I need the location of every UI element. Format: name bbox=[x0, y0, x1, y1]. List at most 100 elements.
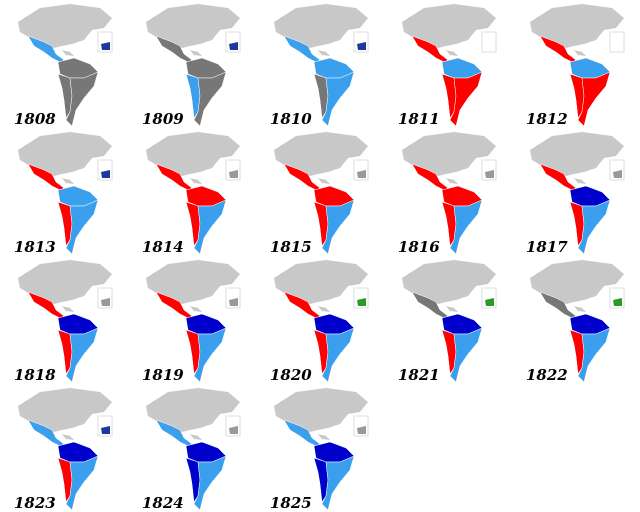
north-america bbox=[18, 388, 112, 432]
year-label: 1814 bbox=[142, 238, 184, 256]
caribbean bbox=[190, 178, 202, 184]
iberia bbox=[357, 426, 366, 434]
caribbean bbox=[62, 50, 74, 56]
year-label: 1815 bbox=[270, 238, 312, 256]
iberia bbox=[357, 42, 366, 50]
region-south bbox=[321, 455, 355, 511]
map-panel: 1818 bbox=[14, 260, 113, 384]
north-america bbox=[402, 132, 496, 176]
region-south bbox=[577, 71, 611, 127]
iberia bbox=[613, 42, 622, 50]
iberia bbox=[101, 42, 110, 50]
north-america bbox=[402, 260, 496, 304]
map-panel: 1825 bbox=[270, 388, 369, 512]
north-america bbox=[146, 260, 240, 304]
map-panel: 1815 bbox=[270, 132, 369, 256]
region-south bbox=[193, 455, 227, 511]
caribbean bbox=[574, 306, 586, 312]
region-south bbox=[193, 327, 227, 383]
caribbean bbox=[190, 50, 202, 56]
north-america bbox=[274, 4, 368, 48]
map-panel: 1810 bbox=[270, 4, 369, 128]
year-label: 1816 bbox=[398, 238, 440, 256]
year-label: 1821 bbox=[398, 366, 440, 384]
region-south bbox=[193, 71, 227, 127]
year-label: 1810 bbox=[270, 110, 312, 128]
caribbean bbox=[190, 434, 202, 440]
north-america bbox=[274, 132, 368, 176]
caribbean bbox=[446, 178, 458, 184]
year-label: 1812 bbox=[526, 110, 568, 128]
iberia bbox=[229, 426, 238, 434]
region-south bbox=[449, 71, 483, 127]
map-panel: 1817 bbox=[526, 132, 625, 256]
iberia bbox=[613, 298, 622, 306]
north-america bbox=[146, 132, 240, 176]
year-label: 1817 bbox=[526, 238, 568, 256]
map-panel: 1812 bbox=[526, 4, 625, 128]
year-label: 1811 bbox=[398, 110, 440, 128]
north-america bbox=[402, 4, 496, 48]
year-label: 1820 bbox=[270, 366, 312, 384]
year-label: 1819 bbox=[142, 366, 184, 384]
caribbean bbox=[318, 50, 330, 56]
north-america bbox=[274, 388, 368, 432]
north-america bbox=[274, 260, 368, 304]
caribbean bbox=[318, 306, 330, 312]
year-label: 1824 bbox=[142, 494, 184, 512]
map-panel: 1822 bbox=[526, 260, 625, 384]
year-label: 1813 bbox=[14, 238, 56, 256]
iberia bbox=[229, 42, 238, 50]
year-label: 1808 bbox=[14, 110, 56, 128]
region-south bbox=[65, 327, 99, 383]
iberia bbox=[229, 298, 238, 306]
north-america bbox=[18, 4, 112, 48]
iberia bbox=[485, 42, 494, 50]
iberia bbox=[485, 298, 494, 306]
map-panel: 1820 bbox=[270, 260, 369, 384]
region-south bbox=[65, 71, 99, 127]
map-panel: 1816 bbox=[398, 132, 497, 256]
year-label: 1818 bbox=[14, 366, 56, 384]
iberia bbox=[357, 170, 366, 178]
year-label: 1823 bbox=[14, 494, 56, 512]
year-label: 1809 bbox=[142, 110, 184, 128]
north-america bbox=[146, 4, 240, 48]
region-south bbox=[193, 199, 227, 255]
map-panel: 1808 bbox=[14, 4, 113, 128]
iberia bbox=[101, 426, 110, 434]
north-america bbox=[530, 4, 624, 48]
map-panel: 1814 bbox=[142, 132, 241, 256]
year-label: 1822 bbox=[526, 366, 568, 384]
caribbean bbox=[446, 50, 458, 56]
iberia bbox=[357, 298, 366, 306]
iberia bbox=[101, 170, 110, 178]
caribbean bbox=[574, 178, 586, 184]
caribbean bbox=[446, 306, 458, 312]
region-south bbox=[577, 327, 611, 383]
region-south bbox=[321, 199, 355, 255]
caribbean bbox=[190, 306, 202, 312]
north-america bbox=[530, 260, 624, 304]
map-panel: 1819 bbox=[142, 260, 241, 384]
caribbean bbox=[318, 178, 330, 184]
map-panel: 1811 bbox=[398, 4, 497, 128]
region-south bbox=[321, 327, 355, 383]
region-south bbox=[449, 199, 483, 255]
caribbean bbox=[62, 434, 74, 440]
iberia bbox=[229, 170, 238, 178]
map-panel: 1824 bbox=[142, 388, 241, 512]
north-america bbox=[18, 260, 112, 304]
north-america bbox=[146, 388, 240, 432]
year-label: 1825 bbox=[270, 494, 312, 512]
caribbean bbox=[574, 50, 586, 56]
map-panel: 1813 bbox=[14, 132, 113, 256]
map-panel: 1809 bbox=[142, 4, 241, 128]
iberia bbox=[101, 298, 110, 306]
region-south bbox=[321, 71, 355, 127]
caribbean bbox=[62, 306, 74, 312]
region-south bbox=[65, 199, 99, 255]
north-america bbox=[530, 132, 624, 176]
caribbean bbox=[318, 434, 330, 440]
